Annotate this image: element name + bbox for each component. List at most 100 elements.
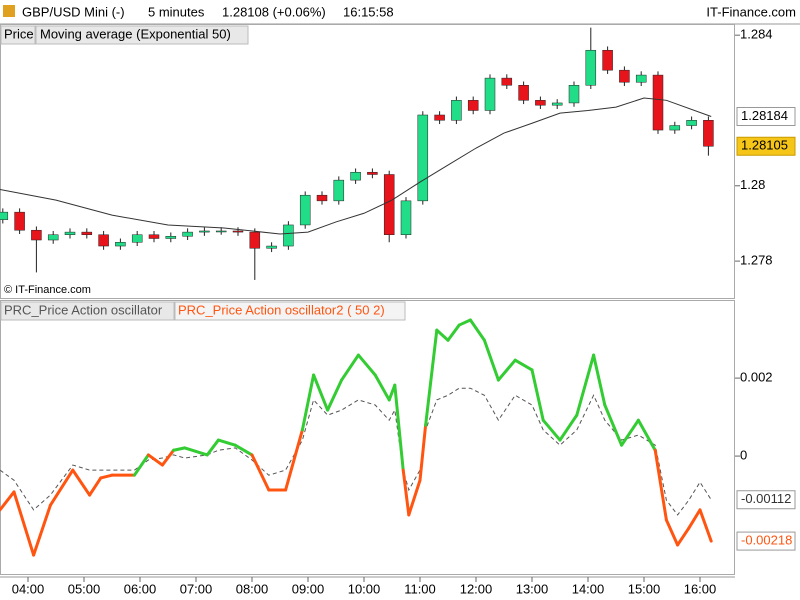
oscillator-segment — [183, 446, 209, 457]
candle-body — [602, 49, 613, 71]
candle-body — [568, 84, 580, 104]
candle-body — [484, 77, 496, 111]
oscillator-segment — [496, 358, 517, 382]
oscillator-panel — [0, 300, 735, 575]
candle-body — [283, 224, 294, 247]
oscillator-segment — [530, 368, 545, 422]
watermark: © IT-Finance.com — [4, 284, 91, 296]
oscillator-segment — [513, 358, 534, 372]
oscillator-segment — [575, 353, 596, 417]
candle-body — [417, 114, 429, 202]
candle-body — [501, 77, 513, 86]
legend-entry: PRC_Price Action oscillator2 ( 50 2) — [178, 302, 385, 317]
oscillator-segment — [446, 323, 461, 342]
x-tick-label: 12:00 — [460, 581, 493, 596]
oscillator-segment — [468, 318, 486, 342]
x-tick-label: 04:00 — [12, 581, 45, 596]
oscillator-segment — [676, 526, 691, 547]
x-tick-label: 06:00 — [124, 581, 157, 596]
legend-box — [35, 25, 249, 45]
candle-body — [148, 234, 160, 239]
brand: IT-Finance.com — [706, 4, 796, 19]
legend-box — [0, 301, 175, 321]
y-tick-label: 1.278 — [740, 253, 773, 268]
candle-body — [635, 74, 647, 83]
oscillator-segment — [71, 468, 92, 497]
x-tick-label: 15:00 — [628, 581, 661, 596]
oscillator-segment — [340, 353, 360, 382]
legend-box — [174, 301, 406, 321]
candle-body — [249, 231, 261, 249]
oscillator-segment — [205, 438, 220, 457]
x-tick-label: 08:00 — [236, 581, 269, 596]
oscillator-segment — [457, 318, 472, 327]
value-label: 1.28184 — [741, 108, 788, 123]
candle-body — [686, 120, 697, 126]
candle-body — [333, 179, 345, 202]
candle-body — [619, 69, 630, 83]
oscillator-segment — [160, 448, 176, 467]
oscillator-segment — [636, 418, 657, 452]
panel-label: Price — [4, 26, 34, 41]
candle-body — [669, 125, 681, 131]
oscillator-segment — [373, 373, 391, 402]
candle-body — [0, 211, 9, 220]
y-tick-label: 0 — [740, 448, 747, 463]
symbol: GBP/USD Mini (-) — [22, 4, 125, 19]
legend-entry: PRC_Price Action oscillator — [4, 302, 163, 317]
value-label: -0.00218 — [741, 533, 792, 548]
x-tick-label: 10:00 — [348, 581, 381, 596]
app-icon — [3, 5, 15, 17]
value-label: -0.00112 — [741, 491, 791, 506]
oscillator-segment — [146, 453, 164, 467]
oscillator-segment — [620, 418, 640, 447]
oscillator-segment — [603, 403, 624, 447]
value-box — [736, 136, 796, 156]
panel-label-box — [0, 25, 36, 45]
oscillator-segment — [132, 453, 150, 477]
candle-body — [199, 230, 210, 233]
oscillator-segment — [356, 353, 377, 377]
y-tick-label: 1.284 — [740, 27, 773, 42]
x-tick-label: 11:00 — [404, 581, 436, 596]
candle-body — [652, 74, 664, 131]
oscillator-segment — [0, 490, 16, 512]
oscillator-segment — [664, 518, 680, 547]
candle-body — [316, 194, 328, 202]
candle-body — [14, 211, 25, 231]
y-tick-label: 1.28 — [740, 177, 765, 192]
moving-average — [0, 97, 712, 235]
oscillator-segment — [88, 476, 103, 497]
x-tick-label: 07:00 — [180, 581, 213, 596]
value-box — [736, 107, 796, 127]
candle-body — [451, 100, 462, 121]
price-panel — [0, 24, 735, 299]
oscillator-segment — [653, 448, 668, 522]
candle-body — [383, 174, 395, 235]
candle-body — [535, 100, 546, 106]
oscillator-segment — [407, 478, 422, 517]
oscillator-segment — [424, 328, 439, 427]
oscillator-segment — [172, 446, 187, 452]
candle-body — [81, 231, 93, 235]
candle-body — [165, 235, 177, 239]
candle-body — [115, 242, 126, 247]
oscillator-segment — [250, 453, 271, 492]
candle-body — [232, 230, 244, 233]
candle-body — [31, 229, 42, 241]
oscillator-segment — [698, 508, 713, 543]
candle-body — [367, 171, 378, 175]
oscillator-segment — [233, 443, 254, 457]
y-tick-label: 0.002 — [740, 370, 773, 385]
oscillator-segment — [32, 503, 52, 557]
oscillator-segment — [300, 373, 316, 432]
candle-body — [518, 84, 529, 101]
value-label: 1.28105 — [741, 138, 788, 153]
oscillator-segment — [48, 468, 75, 507]
time: 16:15:58 — [343, 4, 394, 19]
candle-body — [434, 114, 445, 121]
oscillator-segment — [326, 378, 344, 412]
oscillator-segment — [435, 328, 450, 342]
candle-body — [98, 234, 109, 247]
candle-body — [266, 245, 277, 249]
